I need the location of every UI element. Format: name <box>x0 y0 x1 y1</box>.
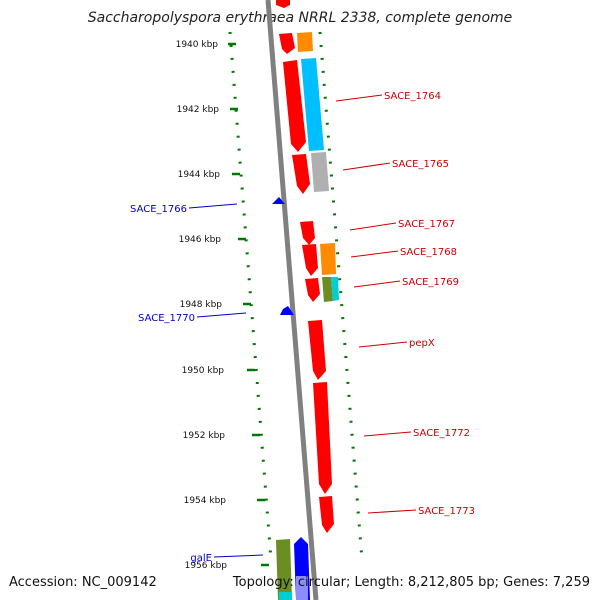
tick-label: 1942 kbp <box>177 105 220 115</box>
gene-label: pepX <box>409 338 435 349</box>
gene-arrow-sace1764-cyan <box>301 58 324 151</box>
gene-arrow-gale-olive <box>276 539 292 600</box>
gene-arrow-sace1770 <box>280 306 294 315</box>
gene-arrow-sace1768-orange <box>320 243 336 275</box>
gene-arrow-sace1772 <box>313 382 332 494</box>
tick-label: 1946 kbp <box>179 235 222 245</box>
tick-label: 1950 kbp <box>182 366 225 376</box>
gene-label: SACE_1769 <box>402 277 459 288</box>
gene-arrow-top-partial <box>276 0 290 8</box>
label-connector <box>188 203 238 209</box>
tick-label: 1954 kbp <box>184 496 227 506</box>
gene-label: SACE_1768 <box>400 247 457 258</box>
gene-arrow-pepx <box>308 320 326 380</box>
gene-label: galE <box>190 553 212 564</box>
gene-label: SACE_1765 <box>392 159 449 170</box>
tick-label: 1944 kbp <box>178 170 221 180</box>
gene-arrow-sace1769-teal <box>331 277 339 301</box>
inner-dotted-guide <box>228 31 273 561</box>
gene-arrow-sace1765-grey <box>311 152 329 192</box>
label-connector <box>335 94 383 102</box>
gene-arrow-sace1766 <box>272 197 285 204</box>
summary-text: Topology: circular; Length: 8,212,805 bp… <box>232 575 590 590</box>
tick-label: 1948 kbp <box>180 300 223 310</box>
map-title: Saccharopolyspora erythraea NRRL 2338, c… <box>87 10 513 26</box>
gene-arrow-sace1768-red <box>302 244 318 276</box>
gene-label: SACE_1766 <box>130 204 187 215</box>
gene-arrow-sace1769-red <box>305 278 320 302</box>
label-connector <box>213 554 264 558</box>
label-connector <box>353 280 401 288</box>
label-connector <box>350 250 399 258</box>
label-connector <box>358 341 408 348</box>
gene-label: SACE_1772 <box>413 428 470 439</box>
gene-arrow-sace1767 <box>300 221 315 245</box>
label-connector <box>349 222 397 231</box>
gene-arrow-bottom-cyan <box>279 592 292 600</box>
tick-label: 1940 kbp <box>176 40 219 50</box>
gene-label: SACE_1773 <box>418 506 475 517</box>
label-connector <box>367 509 417 514</box>
gene-arrow-sace1764-red <box>283 60 306 152</box>
tick-label: 1956 kbp <box>185 561 228 571</box>
tick-label: 1952 kbp <box>183 431 226 441</box>
label-connector <box>363 431 412 437</box>
gene-arrow-bottom-lavender <box>296 576 308 600</box>
gene-label: SACE_1770 <box>138 313 195 324</box>
label-connector <box>196 312 247 318</box>
gene-arrow-sace1769-olive <box>322 277 333 302</box>
gene-label: SACE_1764 <box>384 91 441 102</box>
gene-arrow-1940 <box>279 33 295 54</box>
label-connector <box>342 162 391 171</box>
gene-arrow-sace1765-red <box>292 154 310 194</box>
gene-arrow-orange-1940 <box>297 32 313 52</box>
gene-arrow-sace1773 <box>319 496 334 533</box>
gene-label: SACE_1767 <box>398 219 455 230</box>
genome-backbone <box>265 0 319 600</box>
accession-text: Accession: NC_009142 <box>9 575 157 590</box>
